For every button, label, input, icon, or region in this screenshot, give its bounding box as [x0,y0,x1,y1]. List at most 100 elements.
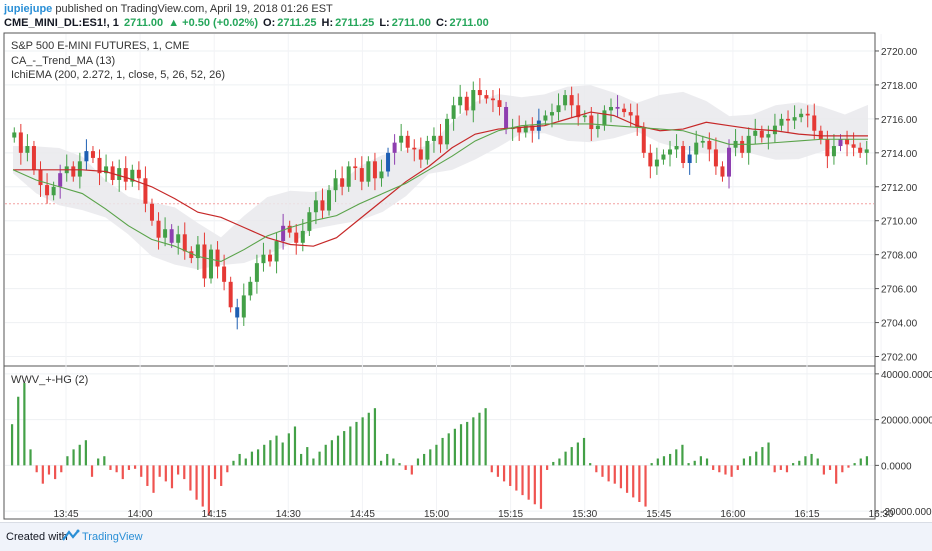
histogram-bar [392,458,395,466]
candle-body [451,105,456,119]
histogram-bar [792,463,795,466]
histogram-bar [564,451,567,466]
histogram-bar [705,458,709,466]
trend-ma-line [13,111,868,247]
candle-body [753,130,758,136]
candle-body [766,134,771,138]
candle-body [720,166,725,177]
osc-tick-label: 20000.0000 [881,416,932,427]
candle-body [235,307,240,318]
histogram-bar [718,465,721,473]
time-axis[interactable]: 13:45 14:00 14:15 14:30 14:45 15:00 15:15 15:30… [53,509,894,520]
candle-body [549,112,554,116]
candle-body [608,106,613,111]
author-link[interactable]: jupiejupe [4,3,53,15]
candle-body [838,139,843,147]
histogram-bar [472,417,475,466]
histogram-bar [60,465,63,473]
histogram-bar [447,433,450,466]
candle-body [379,171,384,179]
histogram-bar [312,458,315,466]
histogram-bar [742,458,746,466]
candle-body [825,139,830,157]
histogram-bar [656,458,659,466]
price-tick-label: 2718.00 [881,81,918,92]
histogram-bar [35,465,38,473]
histogram-bar [250,451,254,466]
histogram-bar [767,442,770,466]
ichimoku-cloud [13,85,868,270]
histogram-bar [164,465,167,482]
histogram-bar [293,426,297,466]
osc-tick-label: 0.0000 [881,461,912,472]
price-tick-label: 2708.00 [881,251,918,262]
histogram-bar [213,465,217,480]
price-tick-label: 2706.00 [881,285,918,296]
histogram-bar [324,444,327,466]
histogram-bar [146,465,149,486]
price-chart[interactable]: 2720.00 2718.00 2716.00 2714.00 2712.00 2710.… [0,0,932,522]
candle-body [851,144,856,148]
histogram-bar [361,417,364,466]
candle-body [595,125,600,130]
histogram-bar [121,465,124,480]
candle-body [523,125,528,133]
histogram-bar [207,465,210,516]
histogram-bar [287,433,290,466]
time-tick-label: 16:15 [794,509,819,520]
candle-body [864,149,869,153]
candle-body [418,149,423,160]
price-tick-label: 2712.00 [881,183,918,194]
histogram-bar [189,465,192,491]
close-value: 2711.00 [449,17,489,29]
candle-body [392,142,397,153]
candle-body [117,168,122,180]
candle-body [458,96,463,106]
histogram-bar [373,408,377,466]
indicator-lines [12,111,868,263]
histogram-bar [521,465,524,496]
histogram-bar [582,437,586,466]
histogram-bar [675,449,678,466]
candle-body [779,118,784,126]
histogram-bar [404,465,407,470]
candle-body [431,135,436,141]
histogram-bar [318,451,321,466]
candle-body [707,140,712,150]
candle-body [12,132,17,138]
candle-body [149,203,154,221]
time-tick-label: 13:45 [53,509,78,520]
histogram-bar [589,463,592,466]
time-tick-label: 16:30 [869,509,894,520]
histogram-bar [41,465,44,484]
histogram-bar [281,442,284,466]
candle-body [25,146,30,153]
ohlc-line: CME_MINI_DL:ES1!, 1 2711.00 ▲ +0.50 (+0.… [4,17,491,29]
candle-body [176,234,181,243]
time-tick-label: 15:30 [572,509,597,520]
histogram-bar [681,444,684,466]
histogram-bar [515,465,518,491]
candle-body [228,281,233,308]
histogram-bar [619,465,623,489]
candle-body [504,106,509,130]
candle-body [405,135,410,148]
candle-body [740,140,745,153]
candle-body [445,118,450,145]
candle-body [51,186,56,196]
chart-header: jupiejupe published on TradingView.com, … [0,0,932,32]
candle-body [399,135,404,143]
histogram-bar [300,453,303,466]
histogram-bar [699,456,702,466]
legend-oscillator: WWV_+-HG (2) [11,374,89,386]
candle-body [694,142,699,155]
histogram-bar [570,447,573,466]
candle-body [635,115,640,128]
price-axis[interactable]: 2720.00 2718.00 2716.00 2714.00 2712.00 2710.… [875,47,932,518]
histogram-bar [712,465,715,470]
tradingview-brand-link[interactable]: TradingView [82,531,143,543]
candle-body [300,230,305,243]
histogram-bar [441,437,444,466]
histogram-bar [662,456,666,466]
time-tick-label: 15:15 [498,509,523,520]
